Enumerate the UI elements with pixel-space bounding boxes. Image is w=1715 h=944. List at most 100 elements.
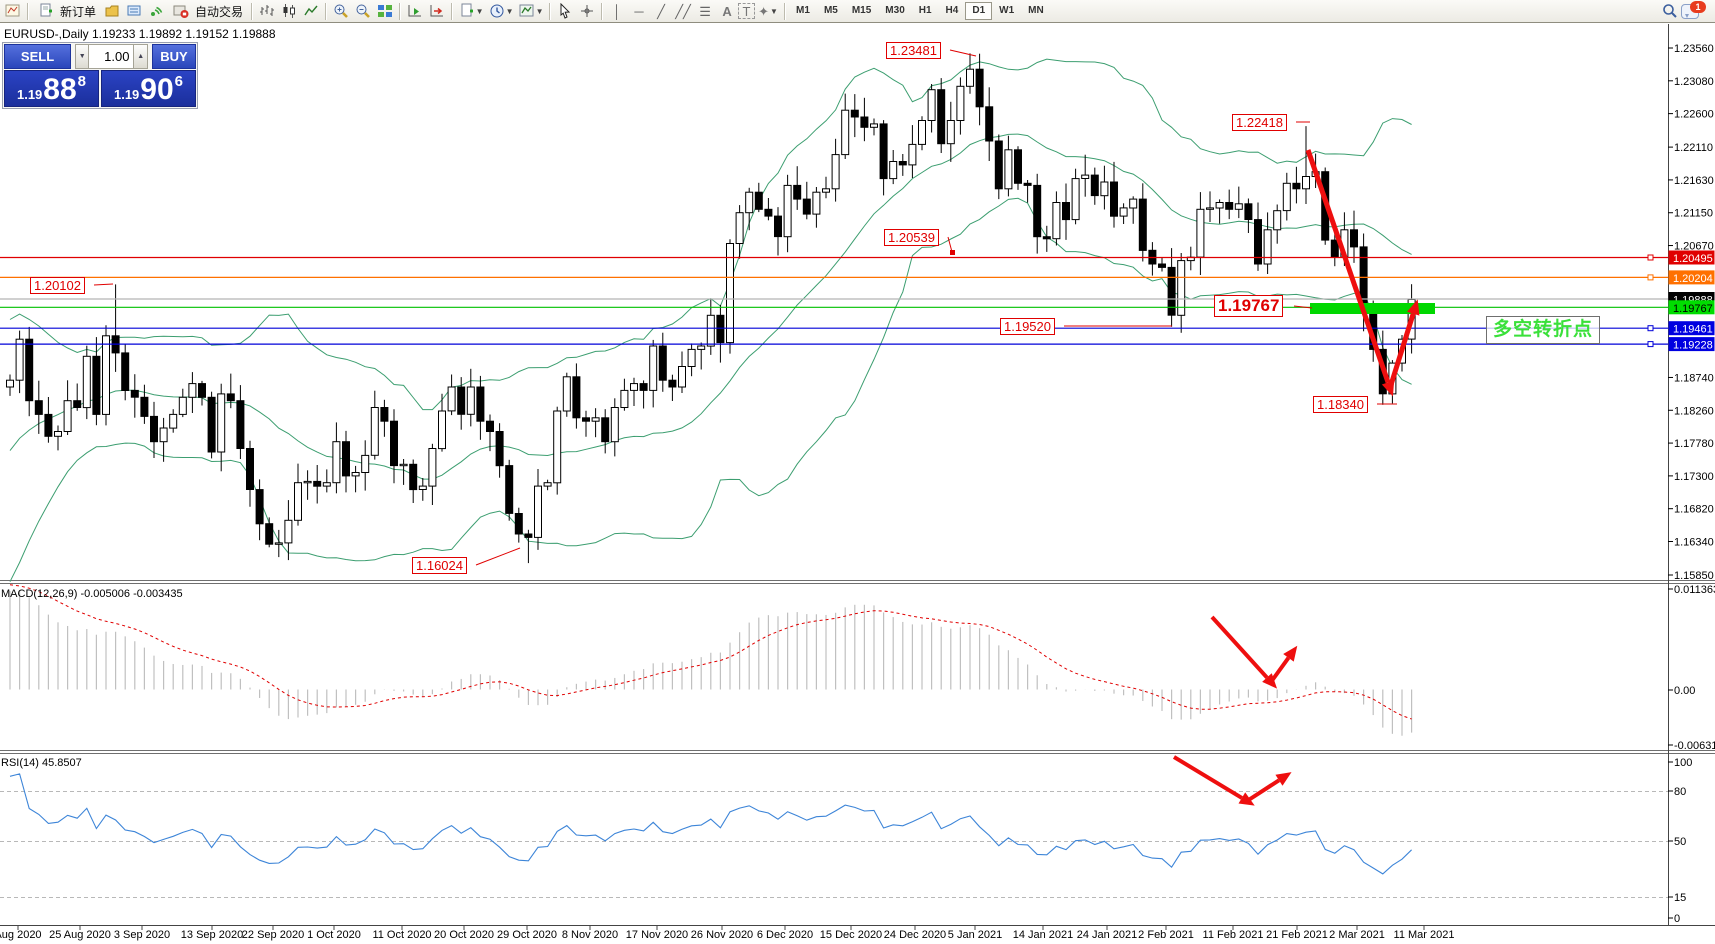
price-axis-label: 1.16820 bbox=[1674, 504, 1714, 516]
sell-price-display[interactable]: 1.19 88 8 bbox=[4, 70, 99, 107]
timeframe-button-D1[interactable]: D1 bbox=[965, 2, 993, 20]
search-icon[interactable] bbox=[1659, 2, 1681, 21]
candle-body bbox=[390, 420, 398, 467]
candle-body bbox=[284, 519, 293, 544]
auto-scroll-icon[interactable] bbox=[404, 2, 426, 21]
market-watch-icon[interactable] bbox=[123, 2, 145, 21]
price-axis-label: 1.21630 bbox=[1674, 175, 1714, 187]
date-axis-label: 21 Feb 2021 bbox=[1266, 929, 1328, 941]
date-axis-label: 29 Oct 2020 bbox=[497, 929, 557, 941]
trend-arrow-head bbox=[1283, 645, 1298, 662]
sell-button[interactable]: SELL bbox=[4, 44, 72, 69]
tile-windows-icon[interactable] bbox=[374, 2, 396, 21]
timeframe-button-MN[interactable]: MN bbox=[1028, 5, 1044, 16]
trend-arrow[interactable] bbox=[1210, 615, 1269, 679]
trend-arrow[interactable] bbox=[1269, 656, 1291, 684]
annotation-box[interactable]: 多空转折点 bbox=[1486, 316, 1600, 344]
candle-body bbox=[1254, 219, 1262, 265]
candle-body bbox=[342, 441, 350, 477]
candle-body bbox=[870, 123, 878, 128]
candle-body bbox=[6, 379, 14, 388]
horizontal-line-tool-icon[interactable]: ─ bbox=[634, 3, 644, 19]
candle-body bbox=[236, 400, 245, 450]
candle-body bbox=[1196, 208, 1205, 258]
timeframe-button-H4[interactable]: H4 bbox=[945, 5, 959, 16]
zoom-in-icon[interactable] bbox=[330, 2, 352, 21]
app-icon[interactable] bbox=[2, 2, 24, 21]
chart-shift-icon[interactable] bbox=[426, 2, 448, 21]
price-callout[interactable]: 1.20539 bbox=[884, 229, 939, 246]
price-tag bbox=[1668, 337, 1715, 352]
volume-increase-button[interactable]: ▲ bbox=[133, 44, 148, 69]
signals-icon[interactable] bbox=[145, 2, 167, 21]
cursor-icon[interactable] bbox=[554, 2, 576, 21]
buy-price-main: 90 bbox=[140, 73, 174, 106]
trend-arrow[interactable] bbox=[1387, 312, 1416, 389]
candle-body bbox=[1138, 198, 1147, 251]
price-tag-text: 1.19767 bbox=[1673, 303, 1713, 315]
price-callout[interactable]: 1.18340 bbox=[1313, 396, 1368, 413]
price-callout[interactable]: 1.22418 bbox=[1232, 114, 1287, 131]
indicators-icon[interactable]: ▼ bbox=[516, 2, 546, 21]
date-axis-label: 24 Dec 2020 bbox=[884, 929, 946, 941]
candle-body bbox=[1004, 149, 1013, 190]
channel-tool-icon[interactable]: ╱╱ bbox=[675, 3, 691, 19]
crosshair-icon[interactable] bbox=[576, 2, 598, 21]
candle-body bbox=[1100, 181, 1109, 197]
trend-arrow[interactable] bbox=[1172, 755, 1243, 800]
zoom-out-icon[interactable] bbox=[352, 2, 374, 21]
candle-body bbox=[34, 400, 43, 415]
candle-body bbox=[332, 441, 341, 484]
support-highlight-rect[interactable] bbox=[1310, 303, 1435, 314]
trend-arrow-head bbox=[1275, 772, 1292, 786]
price-callout[interactable]: 1.23481 bbox=[886, 42, 941, 59]
macd-axis-label: -0.006317 bbox=[1674, 740, 1715, 752]
candle-body bbox=[1273, 210, 1282, 231]
timeframe-button-M15[interactable]: M15 bbox=[851, 5, 872, 16]
trendline-tool-icon[interactable]: ╱ bbox=[657, 3, 665, 19]
date-axis-label: 2 Mar 2021 bbox=[1329, 929, 1385, 941]
candle-body bbox=[1062, 202, 1070, 221]
trend-arrow[interactable] bbox=[1245, 778, 1281, 803]
timeframe-button-M5[interactable]: M5 bbox=[823, 5, 838, 16]
trend-arrow[interactable] bbox=[1305, 149, 1391, 384]
text-label-tool-icon[interactable]: T bbox=[738, 3, 756, 19]
buy-price-display[interactable]: 1.19 90 6 bbox=[101, 70, 196, 107]
candlestick-type-icon[interactable] bbox=[278, 2, 300, 21]
candle-body bbox=[639, 383, 648, 391]
timeframe-button-M30[interactable]: M30 bbox=[885, 5, 905, 16]
autotrading-button[interactable]: 自动交易 bbox=[167, 1, 248, 22]
price-callout[interactable]: 1.16024 bbox=[412, 557, 467, 574]
notifications-chat-icon[interactable]: 1 bbox=[1681, 0, 1706, 19]
divider bbox=[601, 2, 604, 20]
bar-chart-type-icon[interactable] bbox=[256, 2, 278, 21]
line-chart-type-icon[interactable] bbox=[300, 2, 322, 21]
new-order-dropdown-icon[interactable]: ▼ bbox=[456, 2, 486, 21]
volume-decrease-button[interactable]: ▼ bbox=[75, 44, 90, 69]
divider bbox=[549, 2, 552, 20]
price-callout[interactable]: 1.20102 bbox=[30, 277, 85, 294]
price-callout[interactable]: 1.19767 bbox=[1214, 295, 1284, 317]
timeframe-button-H1[interactable]: H1 bbox=[918, 5, 932, 16]
text-tool-icon[interactable]: A bbox=[722, 3, 732, 19]
candle-body bbox=[1234, 203, 1243, 210]
candle-body bbox=[1206, 207, 1214, 210]
candle-body bbox=[582, 417, 590, 422]
price-callout[interactable]: 1.19520 bbox=[1000, 318, 1055, 335]
vertical-line-tool-icon[interactable]: │ bbox=[612, 3, 622, 19]
volume-input[interactable] bbox=[89, 44, 134, 69]
fibonacci-tool-icon[interactable]: ☰ bbox=[699, 3, 711, 19]
new-order-button[interactable]: 新订单 bbox=[32, 1, 101, 22]
timeframe-button-W1[interactable]: W1 bbox=[999, 5, 1015, 16]
callout-leader bbox=[949, 49, 977, 57]
candle-body bbox=[514, 513, 523, 535]
rsi-line bbox=[9, 773, 1412, 875]
buy-button[interactable]: BUY bbox=[151, 44, 197, 69]
candle-body bbox=[716, 314, 725, 344]
timeframe-button-M1[interactable]: M1 bbox=[796, 5, 810, 16]
profiles-icon[interactable] bbox=[101, 2, 123, 21]
shapes-dropdown-icon[interactable]: ✦ ▼ bbox=[758, 3, 778, 19]
periods-dropdown-icon[interactable]: ▼ bbox=[486, 2, 516, 21]
candle-body bbox=[44, 413, 53, 437]
